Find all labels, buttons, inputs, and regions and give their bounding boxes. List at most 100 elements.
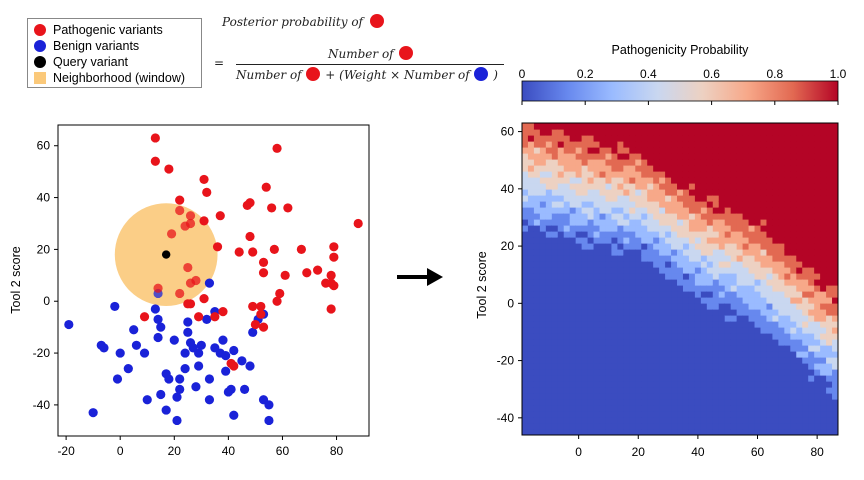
orange-square-icon <box>34 72 46 84</box>
heatmap-cell <box>808 309 815 316</box>
heatmap-cell <box>569 213 577 220</box>
heatmap-cell <box>766 351 774 358</box>
heatmap-cell <box>545 195 553 202</box>
heatmap-cell <box>569 147 577 154</box>
heatmap-cell <box>784 375 791 382</box>
benign-point <box>191 382 201 392</box>
heatmap-cell <box>533 333 541 340</box>
heatmap-cell <box>557 207 565 214</box>
heatmap-cell <box>593 141 601 148</box>
heatmap-cell <box>563 387 571 394</box>
heatmap-cell <box>712 273 720 280</box>
heatmap-cell <box>522 339 529 346</box>
heatmap-cell <box>671 351 678 358</box>
heatmap-cell <box>671 423 678 430</box>
heatmap-cell <box>784 165 791 172</box>
heatmap-cell <box>575 393 583 400</box>
heatmap-cell <box>742 279 750 286</box>
heatmap-cell <box>587 129 595 136</box>
heatmap-cell <box>581 153 589 160</box>
heatmap-cell <box>778 255 785 262</box>
pathogenic-point <box>258 322 269 332</box>
heatmap-cell <box>766 387 774 394</box>
heatmap-cell <box>611 273 618 280</box>
heatmap-cell <box>742 261 750 268</box>
heatmap-cell <box>832 243 838 250</box>
heatmap-cell <box>724 225 732 232</box>
heatmap-cell <box>617 225 624 232</box>
heatmap-cell <box>700 135 708 142</box>
heatmap-cell <box>647 147 654 154</box>
heatmap-cell <box>659 405 666 412</box>
benign-point <box>131 340 142 350</box>
heatmap-cell <box>682 123 690 130</box>
heatmap-cell <box>647 321 654 328</box>
heatmap-cell <box>677 207 684 214</box>
heatmap-cell <box>832 171 838 178</box>
heatmap-cell <box>832 411 838 418</box>
heatmap-cell <box>760 381 768 388</box>
heatmap-cell <box>688 333 696 340</box>
heatmap-cell <box>724 189 732 196</box>
heatmap-cell <box>581 255 589 262</box>
heatmap-cell <box>551 219 559 226</box>
heatmap-cell <box>587 369 595 376</box>
heatmap-cell <box>712 261 720 268</box>
heatmap-cell <box>545 327 553 334</box>
heatmap-cell <box>706 309 714 316</box>
heatmap-cell <box>718 123 726 130</box>
heatmap-cell <box>724 315 732 322</box>
heatmap-cell <box>748 363 756 370</box>
numerator-text: Number of <box>328 47 394 61</box>
heatmap-cell <box>808 381 815 388</box>
heatmap-cell <box>718 315 726 322</box>
heatmap-cell <box>826 261 833 268</box>
heatmap-cell <box>742 369 750 376</box>
heatmap-cell <box>706 429 714 435</box>
heatmap-cell <box>754 411 762 418</box>
heatmap-cell <box>629 141 636 148</box>
heatmap-cell <box>760 411 768 418</box>
heatmap-cell <box>820 333 827 340</box>
heatmap-cell <box>790 429 797 435</box>
heatmap-cell <box>533 321 541 328</box>
heatmap-cell <box>635 309 642 316</box>
heatmap-cell <box>832 405 838 412</box>
heatmap-cell <box>581 201 589 208</box>
heatmap-cell <box>688 189 696 196</box>
heatmap-cell <box>569 141 577 148</box>
heatmap-cell <box>653 243 660 250</box>
heatmap-cell <box>796 369 803 376</box>
heatmap-cell <box>677 321 684 328</box>
heatmap-cell <box>736 201 744 208</box>
heatmap-cell <box>814 171 821 178</box>
heatmap-cell <box>724 129 732 136</box>
heatmap-cell <box>772 255 779 262</box>
heatmap-cell <box>760 231 768 238</box>
heatmap-cell <box>635 249 642 256</box>
heatmap-cell <box>533 183 541 190</box>
heatmap-cell <box>718 321 726 328</box>
heatmap-cell <box>820 411 827 418</box>
heatmap-cell <box>712 369 720 376</box>
heatmap-cell <box>527 231 535 238</box>
heatmap-cell <box>712 147 720 154</box>
heatmap-cell <box>623 183 630 190</box>
heatmap-cell <box>677 141 684 148</box>
heatmap-cell <box>754 423 762 430</box>
heatmap-cell <box>832 153 838 160</box>
heatmap-cell <box>587 261 595 268</box>
heatmap-cell <box>766 255 774 262</box>
heatmap-cell <box>551 327 559 334</box>
heatmap-cell <box>641 387 648 394</box>
heatmap-cell <box>778 273 785 280</box>
heatmap-cell <box>808 321 815 328</box>
heatmap-cell <box>545 375 553 382</box>
heatmap-cell <box>575 249 583 256</box>
heatmap-cell <box>700 207 708 214</box>
heatmap-cell <box>569 351 577 358</box>
heatmap-cell <box>599 135 607 142</box>
heatmap-cell <box>772 195 779 202</box>
heatmap-cell <box>539 363 547 370</box>
heatmap-cell <box>611 381 618 388</box>
